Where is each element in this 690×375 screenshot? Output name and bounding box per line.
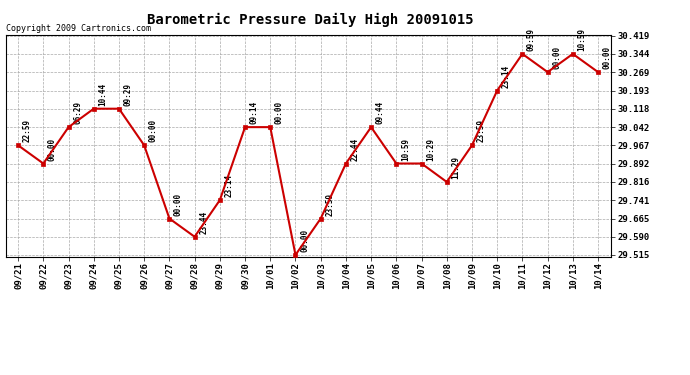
Text: 09:29: 09:29 <box>124 82 132 106</box>
Text: 22:44: 22:44 <box>351 138 359 160</box>
Text: 23:14: 23:14 <box>224 174 233 197</box>
Text: 09:44: 09:44 <box>375 101 384 124</box>
Text: 23:44: 23:44 <box>199 211 208 234</box>
Text: 10:29: 10:29 <box>426 138 435 160</box>
Text: 00:00: 00:00 <box>174 192 183 216</box>
Text: 00:00: 00:00 <box>602 46 611 69</box>
Text: 10:44: 10:44 <box>98 82 108 106</box>
Text: 10:59: 10:59 <box>401 138 410 160</box>
Text: 22:59: 22:59 <box>23 119 32 142</box>
Text: 00:00: 00:00 <box>48 138 57 160</box>
Text: 00:00: 00:00 <box>149 119 158 142</box>
Text: 23:59: 23:59 <box>325 192 334 216</box>
Text: 06:29: 06:29 <box>73 101 82 124</box>
Text: 09:14: 09:14 <box>250 101 259 124</box>
Text: 11:29: 11:29 <box>451 156 460 179</box>
Text: 10:59: 10:59 <box>578 28 586 51</box>
Text: 00:00: 00:00 <box>275 101 284 124</box>
Text: 23:59: 23:59 <box>477 119 486 142</box>
Text: 00:00: 00:00 <box>300 229 309 252</box>
Text: 23:14: 23:14 <box>502 64 511 88</box>
Text: Copyright 2009 Cartronics.com: Copyright 2009 Cartronics.com <box>6 24 150 33</box>
Text: Barometric Pressure Daily High 20091015: Barometric Pressure Daily High 20091015 <box>147 13 474 27</box>
Text: 00:00: 00:00 <box>552 46 561 69</box>
Text: 09:59: 09:59 <box>527 28 536 51</box>
